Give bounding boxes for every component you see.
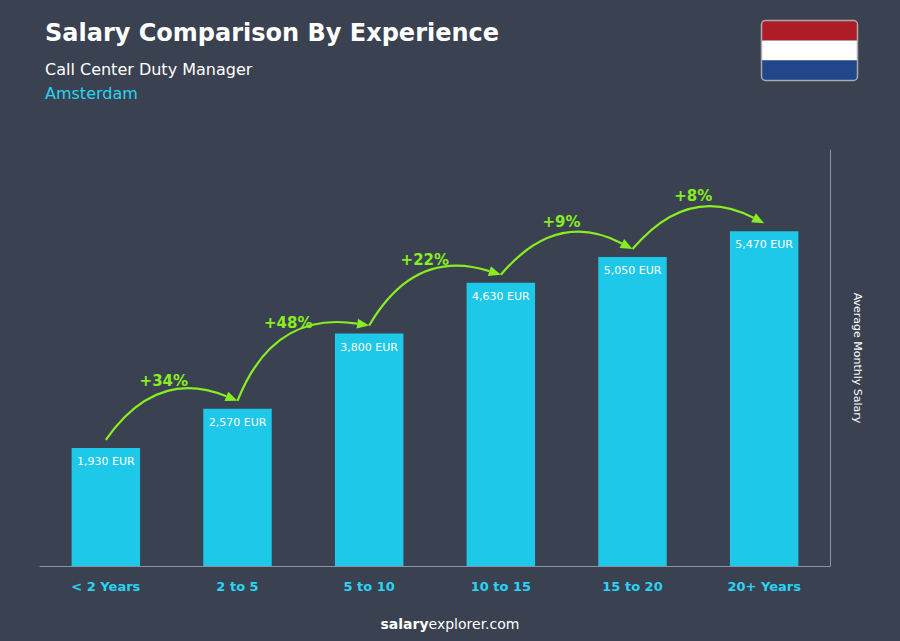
svg-text:Call Center Duty Manager: Call Center Duty Manager [45,60,253,79]
svg-text:+34%: +34% [140,372,188,390]
svg-text:5 to 10: 5 to 10 [343,579,394,594]
svg-text:Average Monthly Salary: Average Monthly Salary [851,293,864,424]
svg-text:5,050 EUR: 5,050 EUR [604,264,662,277]
svg-text:explorer.com: explorer.com [429,616,520,632]
svg-text:< 2 Years: < 2 Years [71,579,140,594]
svg-text:4,630 EUR: 4,630 EUR [472,290,530,303]
svg-text:+22%: +22% [401,251,449,269]
svg-text:15 to 20: 15 to 20 [602,579,662,594]
svg-text:Salary Comparison By Experienc: Salary Comparison By Experience [45,19,499,47]
svg-text:2 to 5: 2 to 5 [216,579,258,594]
svg-text:3,800 EUR: 3,800 EUR [340,341,398,354]
svg-text:1,930 EUR: 1,930 EUR [77,455,135,468]
svg-text:2,570 EUR: 2,570 EUR [209,416,267,429]
svg-text:5,470 EUR: 5,470 EUR [735,238,793,251]
svg-text:10 to 15: 10 to 15 [471,579,531,594]
svg-text:salary: salary [381,616,429,632]
svg-text:+9%: +9% [543,213,581,231]
svg-text:+8%: +8% [674,187,712,205]
svg-text:20+ Years: 20+ Years [727,579,801,594]
svg-text:+48%: +48% [264,314,312,332]
svg-text:Amsterdam: Amsterdam [45,84,138,103]
